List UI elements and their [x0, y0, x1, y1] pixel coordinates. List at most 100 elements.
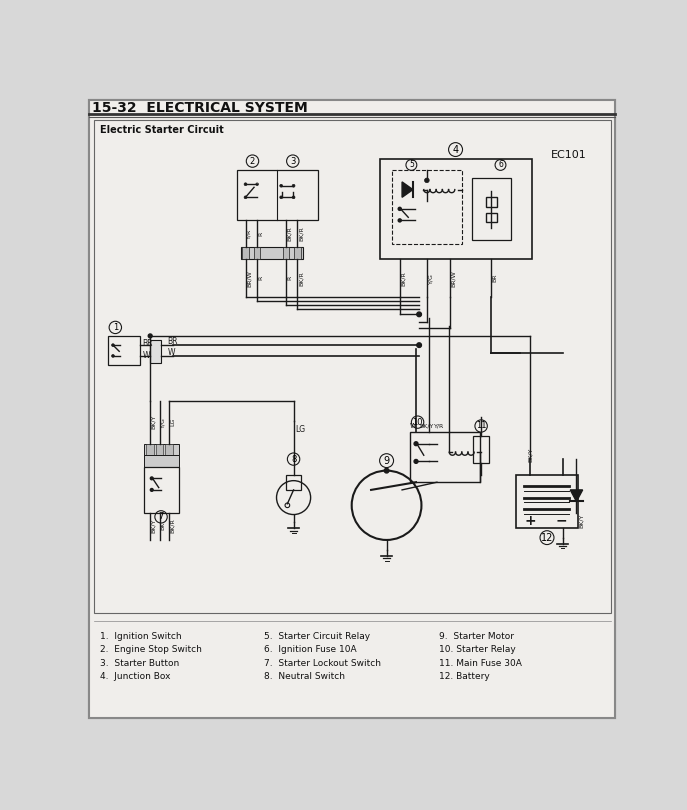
Circle shape — [417, 312, 421, 317]
Text: 10: 10 — [412, 418, 423, 427]
Bar — [144, 444, 179, 455]
Text: 10. Starter Relay: 10. Starter Relay — [438, 646, 515, 654]
Text: 6.  Ignition Fuse 10A: 6. Ignition Fuse 10A — [264, 646, 357, 654]
Circle shape — [398, 207, 401, 211]
Text: 15-32  ELECTRICAL SYSTEM: 15-32 ELECTRICAL SYSTEM — [92, 101, 308, 115]
Bar — [144, 467, 179, 513]
Circle shape — [111, 355, 115, 357]
Polygon shape — [402, 182, 413, 198]
Circle shape — [414, 441, 418, 446]
Circle shape — [111, 343, 115, 347]
Circle shape — [280, 196, 282, 198]
Circle shape — [398, 219, 401, 222]
Text: BR/W: BR/W — [247, 270, 251, 287]
Text: 9: 9 — [383, 456, 390, 466]
Bar — [243, 247, 249, 259]
Text: Y/R: Y/R — [434, 424, 444, 428]
Text: BK/Y: BK/Y — [151, 415, 157, 429]
Text: 7.  Starter Lockout Switch: 7. Starter Lockout Switch — [264, 659, 381, 667]
Text: 4: 4 — [453, 144, 459, 155]
Text: BK: BK — [161, 522, 166, 531]
Circle shape — [150, 488, 153, 492]
Circle shape — [244, 183, 247, 185]
Text: W: W — [410, 423, 417, 429]
Bar — [392, 170, 462, 244]
Bar — [93, 121, 611, 613]
Circle shape — [417, 343, 421, 347]
Bar — [472, 178, 510, 240]
Circle shape — [148, 334, 152, 338]
Text: 12: 12 — [541, 533, 553, 543]
Bar — [156, 444, 164, 455]
Text: 5.  Starter Circuit Relay: 5. Starter Circuit Relay — [264, 633, 370, 642]
Text: 1: 1 — [113, 323, 118, 332]
Text: 2: 2 — [250, 156, 255, 165]
Text: 11. Main Fuse 30A: 11. Main Fuse 30A — [438, 659, 521, 667]
Bar — [165, 444, 172, 455]
Bar — [108, 336, 140, 365]
Text: 11: 11 — [476, 421, 486, 430]
Text: 8: 8 — [291, 454, 296, 463]
Text: BK/Y: BK/Y — [528, 448, 532, 463]
Text: BK/Y: BK/Y — [420, 424, 434, 428]
Text: BR: BR — [493, 274, 497, 283]
Bar — [146, 444, 154, 455]
Text: +: + — [524, 514, 536, 527]
Bar — [294, 247, 300, 259]
Text: LG: LG — [295, 425, 305, 434]
Text: R: R — [258, 232, 263, 236]
Text: BR: BR — [142, 339, 153, 348]
Circle shape — [292, 196, 295, 198]
Text: 7: 7 — [159, 513, 164, 522]
Bar — [150, 339, 161, 363]
Bar — [473, 436, 489, 463]
Text: 3.  Starter Button: 3. Starter Button — [100, 659, 179, 667]
Text: 4.  Junction Box: 4. Junction Box — [100, 671, 170, 680]
Text: BK/R: BK/R — [401, 271, 406, 286]
Text: Y/G: Y/G — [161, 416, 166, 428]
Circle shape — [384, 468, 389, 473]
Text: BR/W: BR/W — [451, 270, 456, 287]
Bar — [410, 433, 480, 482]
Bar — [241, 247, 303, 259]
Bar — [237, 170, 318, 220]
Text: R: R — [287, 276, 292, 280]
Circle shape — [414, 459, 418, 463]
Text: BK/R: BK/R — [299, 271, 304, 286]
Text: BK/R: BK/R — [299, 226, 304, 241]
Text: 9.  Starter Motor: 9. Starter Motor — [438, 633, 513, 642]
Text: W: W — [167, 348, 174, 357]
Text: 12. Battery: 12. Battery — [438, 671, 489, 680]
Text: 6: 6 — [498, 160, 503, 169]
Circle shape — [150, 477, 153, 480]
Polygon shape — [570, 490, 583, 501]
Text: 1.  Ignition Switch: 1. Ignition Switch — [100, 633, 181, 642]
Text: BR: BR — [167, 337, 178, 346]
Text: Y/G: Y/G — [428, 273, 433, 284]
Bar — [254, 247, 260, 259]
Text: BK/R: BK/R — [170, 518, 175, 534]
Bar — [381, 159, 532, 259]
Text: W: W — [142, 351, 150, 360]
Text: 5: 5 — [409, 160, 414, 169]
Circle shape — [280, 185, 282, 187]
Text: 8.  Neutral Switch: 8. Neutral Switch — [264, 671, 345, 680]
Text: Electric Starter Circuit: Electric Starter Circuit — [100, 125, 223, 134]
Bar — [486, 213, 497, 222]
Text: LG: LG — [170, 418, 175, 426]
Circle shape — [244, 196, 247, 198]
Text: 2.  Engine Stop Switch: 2. Engine Stop Switch — [100, 646, 202, 654]
Bar — [144, 455, 179, 467]
Text: BK/Y: BK/Y — [151, 519, 157, 533]
Text: −: − — [555, 514, 567, 527]
Text: BK/R: BK/R — [287, 226, 292, 241]
Text: Y/R: Y/R — [247, 228, 251, 239]
Text: R: R — [258, 276, 263, 280]
Text: EC101: EC101 — [551, 150, 587, 160]
Circle shape — [425, 178, 429, 183]
Text: BK/Y: BK/Y — [578, 514, 584, 528]
Bar — [516, 475, 578, 528]
Bar — [283, 247, 289, 259]
Bar — [286, 475, 302, 490]
Bar — [486, 198, 497, 207]
